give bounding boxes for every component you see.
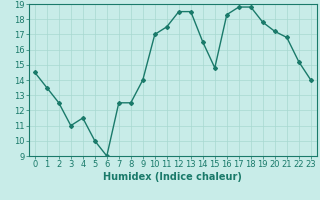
X-axis label: Humidex (Indice chaleur): Humidex (Indice chaleur)	[103, 172, 242, 182]
